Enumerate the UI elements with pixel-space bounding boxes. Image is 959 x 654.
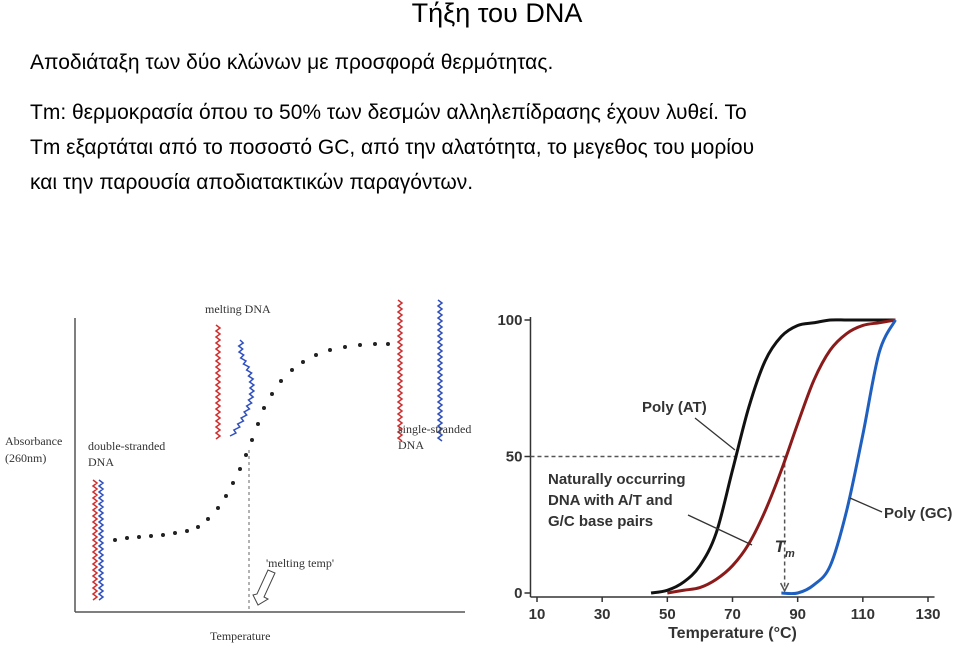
strand (97, 479, 105, 601)
tm-label: Tm (775, 537, 795, 560)
dot (224, 494, 228, 498)
dot (185, 529, 189, 533)
x-tick-label: 30 (594, 606, 611, 623)
dot (149, 534, 153, 538)
paragraph-line: και την παρουσία αποδιατακτικών παραγόντ… (30, 171, 473, 194)
strand (91, 479, 99, 601)
strand (396, 299, 404, 442)
annotation: Naturally occurring (548, 471, 686, 488)
dot (231, 481, 235, 485)
dot (270, 392, 274, 396)
pointer (694, 417, 736, 451)
dot (328, 348, 332, 352)
dot (314, 353, 318, 357)
arrow (252, 569, 276, 606)
label: melting DNA (205, 302, 271, 316)
curve (667, 318, 896, 595)
tm-sub: m (785, 548, 795, 560)
label: DNA (398, 438, 424, 452)
dot (216, 506, 220, 510)
dot (301, 360, 305, 364)
curve (650, 318, 896, 595)
pointer (687, 514, 753, 546)
label: DNA (88, 455, 114, 469)
dot (161, 533, 165, 537)
label: (260nm) (5, 451, 46, 465)
label: single-stranded (398, 422, 471, 436)
y-tick-label: 50 (506, 449, 523, 466)
melting-illustration: melting DNA Absorbance (260nm) double-st… (5, 299, 471, 643)
dot (262, 406, 266, 410)
annotation: Poly (AT) (642, 399, 707, 416)
x-tick-label: 10 (529, 606, 546, 623)
tm-text: T (775, 537, 787, 556)
dot (290, 368, 294, 372)
dot (256, 422, 260, 426)
tm-arrow (779, 582, 790, 593)
dot (113, 538, 117, 542)
x-tick-label: 110 (851, 606, 875, 623)
strand (214, 324, 222, 440)
annotation: DNA with A/T and (548, 492, 673, 509)
dot (244, 453, 248, 457)
label: double-stranded (88, 439, 165, 453)
paragraph-line: Tm εξαρτάται από το ποσοστό GC, από την … (30, 136, 754, 159)
dot (373, 342, 377, 346)
paragraph-line: Tm: θερμοκρασία όπου το 50% των δεσμών α… (30, 101, 747, 124)
annotation: Poly (GC) (884, 505, 952, 522)
dot (358, 343, 362, 347)
annotation: G/C base pairs (548, 513, 653, 530)
strand (229, 339, 256, 437)
curve (781, 319, 897, 596)
dot (206, 517, 210, 521)
dot (196, 525, 200, 529)
label: Absorbance (5, 434, 62, 448)
x-label: Temperature (°C) (668, 625, 797, 642)
label: 'melting temp' (266, 556, 334, 570)
y-tick-label: 0 (514, 585, 522, 602)
strands (91, 299, 444, 601)
paragraph: Αποδιάταξη των δύο κλώνων με προσφορά θε… (30, 51, 553, 74)
slide-title: Τήξη του DNA (412, 0, 583, 28)
x-tick-label: 90 (789, 606, 806, 623)
dot (343, 345, 347, 349)
x-tick-label: 70 (724, 606, 741, 623)
y-tick-label: 100 (497, 312, 522, 329)
x-label: Temperature (210, 629, 270, 643)
dot (238, 467, 242, 471)
x-tick-label: 50 (659, 606, 676, 623)
pointer (849, 497, 883, 513)
dot (173, 531, 177, 535)
dot (250, 438, 254, 442)
dot (279, 379, 283, 383)
x-tick-label: 130 (915, 606, 940, 623)
dots (113, 342, 390, 542)
strand (436, 299, 444, 442)
dot (386, 342, 390, 346)
dot (137, 535, 141, 539)
dot (125, 536, 129, 540)
